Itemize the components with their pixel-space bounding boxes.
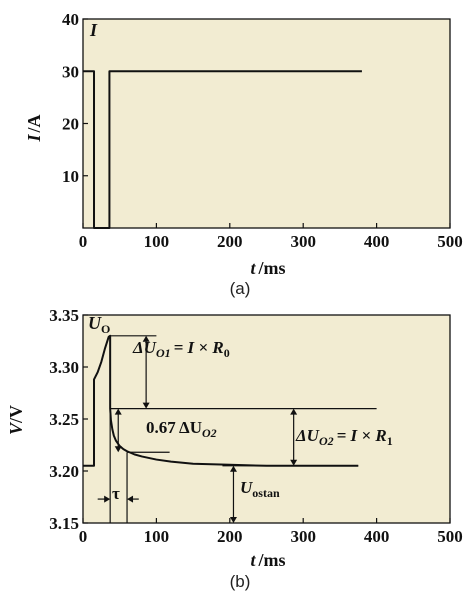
delta-uo2-arrow-head-down xyxy=(290,459,298,466)
panel-b-y-tick-label: 3.25 xyxy=(49,410,79,429)
annotation-u-ostan: Uostan xyxy=(240,478,280,500)
panel-b-x-tick-label: 300 xyxy=(290,527,316,546)
annotation-067-delta-uo2: 0.67 ΔUO2 xyxy=(146,418,217,440)
panel-a-x-tick-label: 400 xyxy=(364,232,390,251)
panel-a-x-tick-label: 200 xyxy=(217,232,243,251)
panel-b-x-tick-label: 400 xyxy=(364,527,390,546)
panel-a-y-axis-label: I/A xyxy=(24,114,44,142)
panel-a-y-tick-label: 10 xyxy=(62,167,79,186)
panel-b-x-axis-label: t/ms xyxy=(250,550,285,570)
panel-a-series-line xyxy=(83,70,362,229)
annotation-delta-uo1: ΔUO1 = I × R0 xyxy=(132,338,230,360)
panel-b-y-tick-label: 3.20 xyxy=(49,462,79,481)
panel-b-y-tick-label: 3.30 xyxy=(49,358,79,377)
frac-uo2-arrow-head-down xyxy=(114,446,122,453)
panel-b-y-axis-label: V/V xyxy=(6,405,26,435)
annotation-tau: τ xyxy=(112,484,120,503)
panel-b-y-tick-label: 3.15 xyxy=(49,514,79,533)
panel-b-x-tick-label: 0 xyxy=(79,527,88,546)
panel-a-x-tick-label: 300 xyxy=(290,232,316,251)
panel-a-x-tick-label: 0 xyxy=(79,232,88,251)
panel-b-x-tick-label: 200 xyxy=(217,527,243,546)
tau-left-arrow-head xyxy=(104,495,111,503)
u-ostan-arrow-head-up xyxy=(229,465,237,472)
delta-uo1-arrow-head-down xyxy=(142,402,150,409)
panel-a-y-tick-label: 30 xyxy=(62,62,79,81)
annotation-delta-uo2: ΔUO2 = I × R1 xyxy=(295,426,393,448)
panel-a-y-tick-label: 40 xyxy=(62,10,79,29)
panel-a-y-tick-label: 20 xyxy=(62,115,79,134)
panel-a-x-axis-label: t/ms xyxy=(250,258,285,278)
panel-a-x-tick-label: 100 xyxy=(144,232,170,251)
panel-a-x-tick-label: 500 xyxy=(437,232,463,251)
panel-b-plot-area xyxy=(82,314,451,524)
delta-uo2-arrow-head-up xyxy=(290,408,298,415)
frac-uo2-arrow-head-up xyxy=(114,408,122,415)
panel-a-caption: (a) xyxy=(229,279,251,298)
panel-b-annotation-lines xyxy=(97,335,377,523)
panel-b-x-tick-label: 100 xyxy=(144,527,170,546)
tau-right-arrow-head xyxy=(127,495,134,503)
panel-a-plot-area xyxy=(82,18,451,229)
panel-b-y-tick-label: 3.35 xyxy=(49,306,79,325)
panel-a-corner-label: I xyxy=(89,20,98,40)
panel-b-caption: (b) xyxy=(229,572,251,591)
u-ostan-arrow-head-down xyxy=(229,517,237,523)
panel-b-corner-label: UO xyxy=(88,313,110,336)
panel-b-x-tick-label: 500 xyxy=(437,527,463,546)
delta-uo1-arrow-head-up xyxy=(142,335,150,342)
panel-b-series-line xyxy=(83,334,359,467)
panel-a: 0 100 200 300 400 500 10 20 30 40 I I/A t/ms xyxy=(24,10,463,278)
